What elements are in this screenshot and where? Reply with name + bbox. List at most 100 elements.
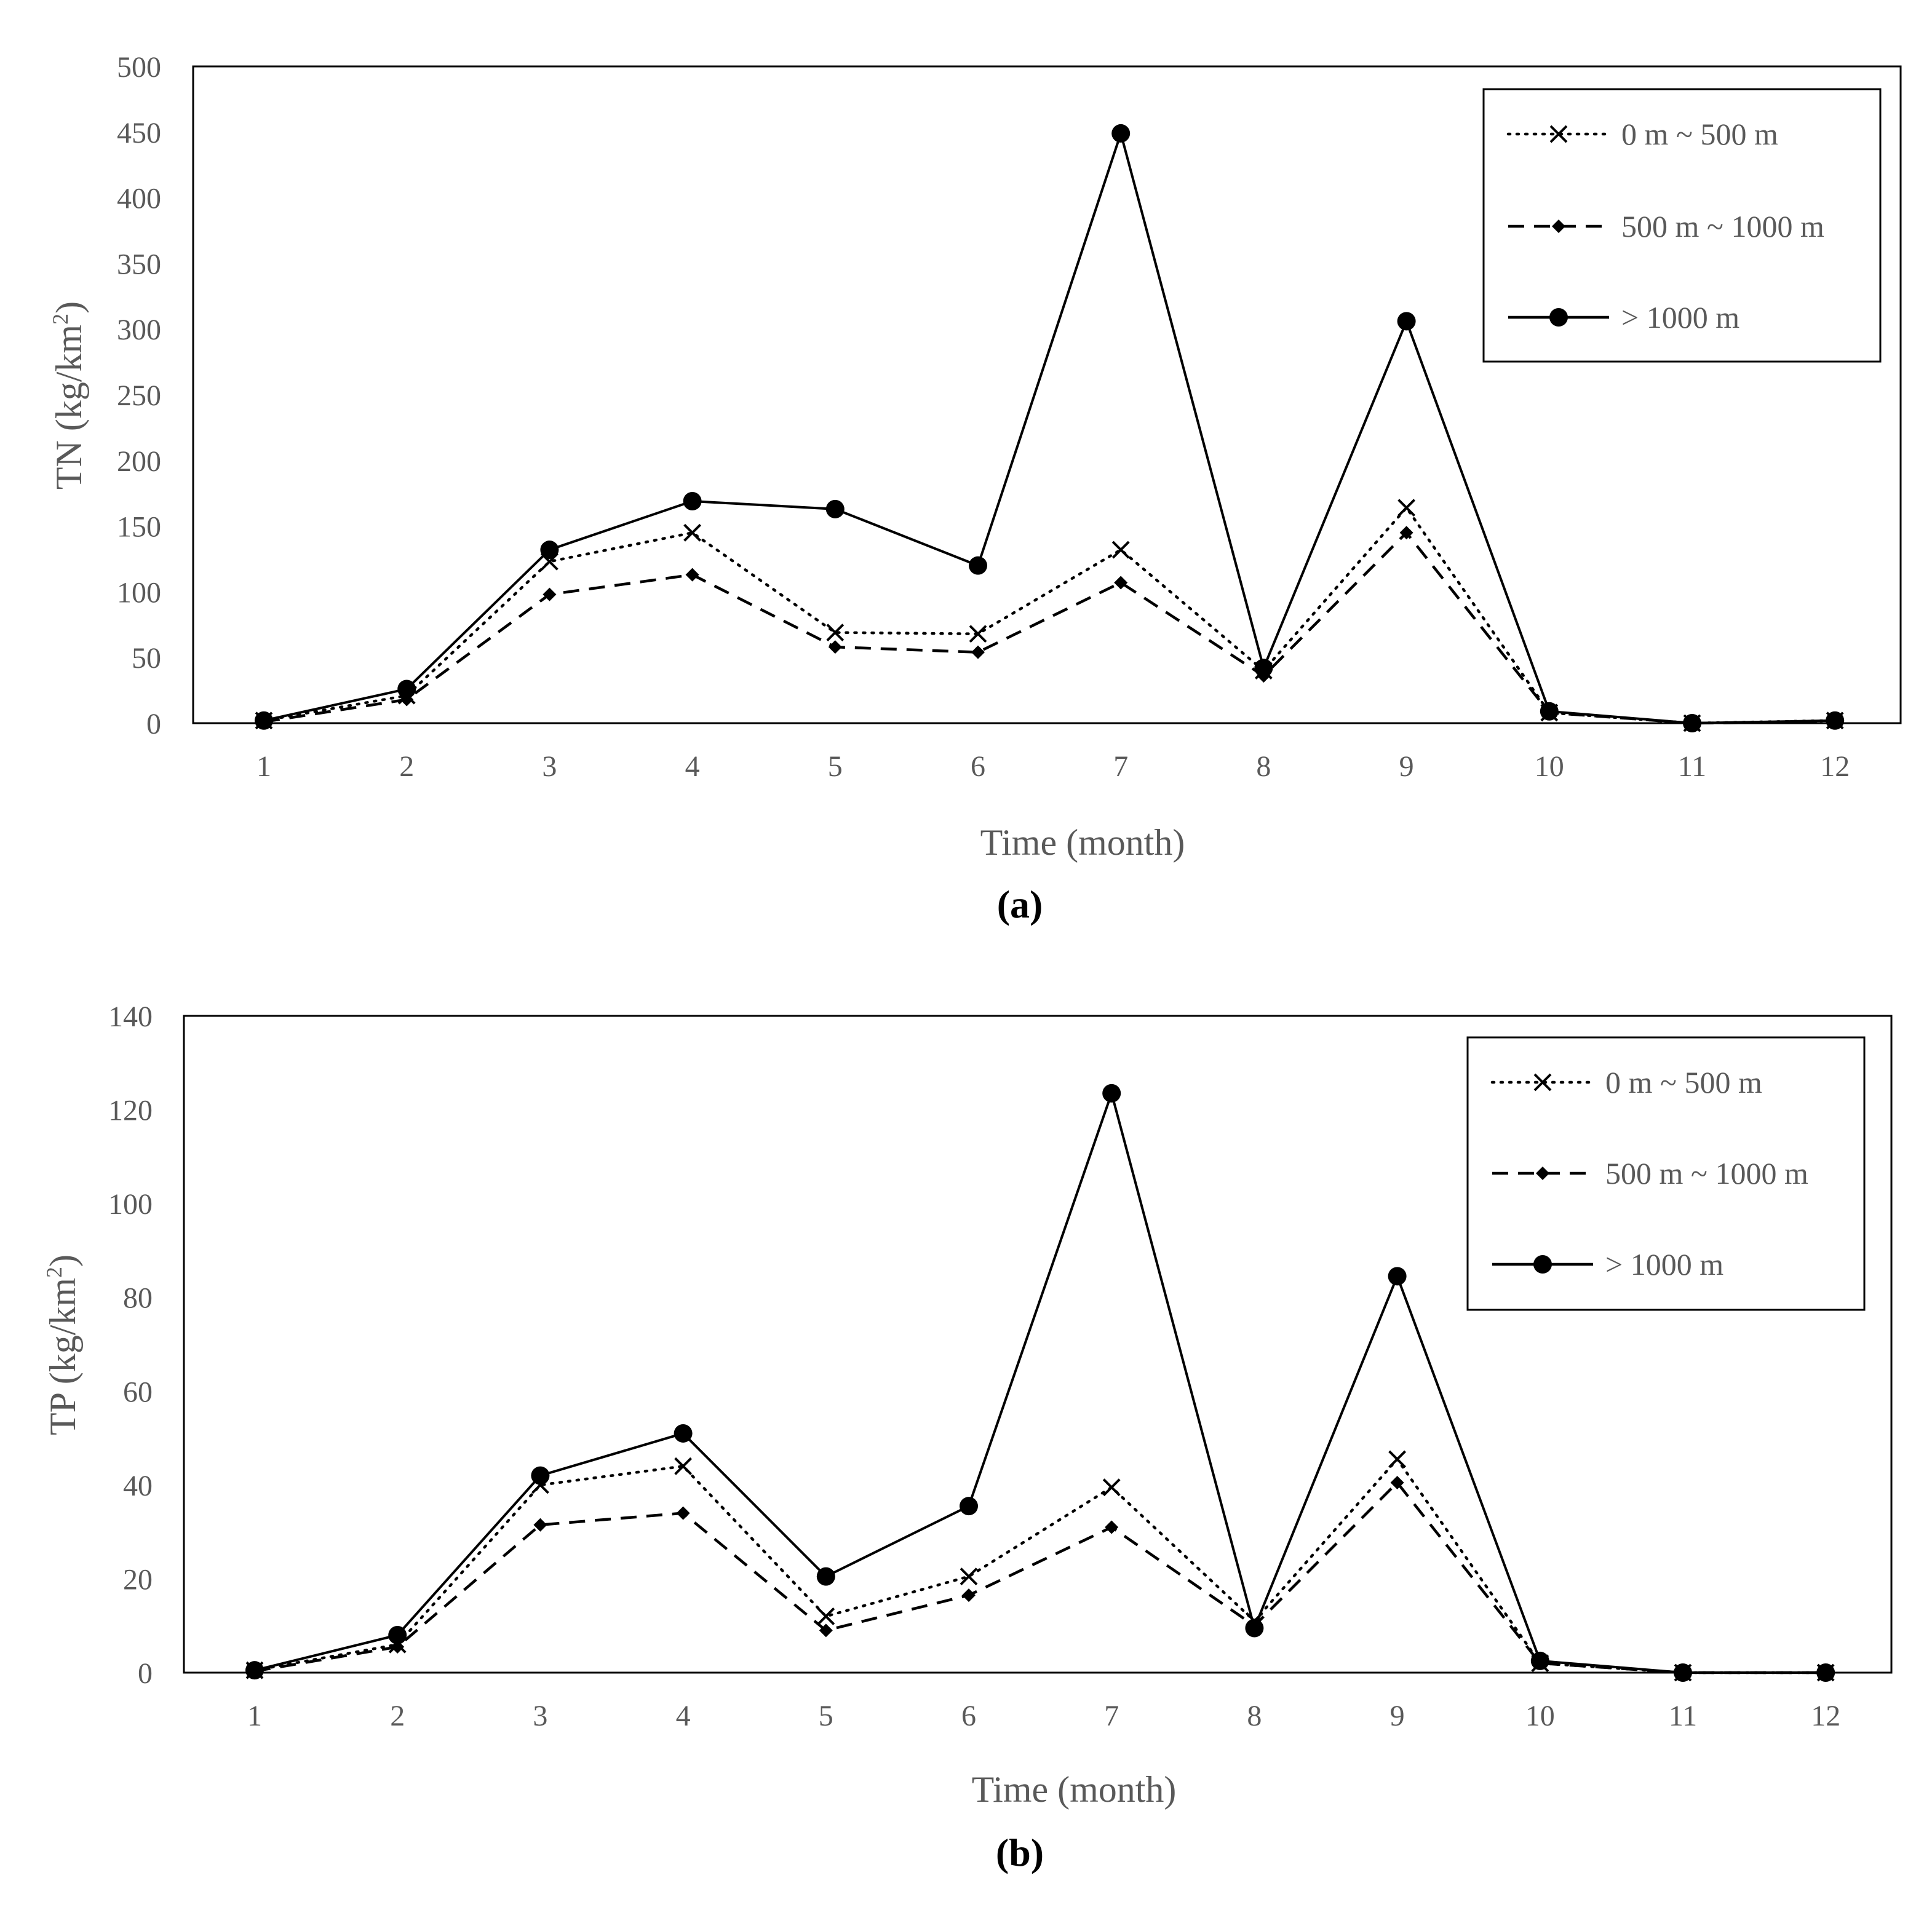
series-line bbox=[254, 1089, 1826, 1674]
y-tick-label: 120 bbox=[108, 1095, 153, 1127]
y-tick-label: 150 bbox=[117, 511, 161, 544]
x-axis-title: Time (month) bbox=[972, 1769, 1177, 1810]
x-tick-label: 7 bbox=[1113, 750, 1128, 783]
x-tick-label: 7 bbox=[1104, 1700, 1119, 1732]
data-point-marker bbox=[245, 1661, 264, 1680]
legend-entry-0-500: 0 m ~ 500 m bbox=[1506, 117, 1778, 151]
data-point-marker bbox=[1111, 541, 1130, 559]
y-tick-label: 40 bbox=[123, 1470, 153, 1502]
x-tick-label: 10 bbox=[1535, 750, 1564, 783]
data-point-marker bbox=[255, 711, 273, 730]
x-tick-label: 3 bbox=[533, 1700, 547, 1732]
y-tick-labels: 0 20 40 60 80 100 120 140 bbox=[108, 1001, 153, 1690]
data-point-marker bbox=[674, 1424, 693, 1443]
data-point-marker bbox=[397, 680, 416, 699]
data-point-marker bbox=[969, 625, 987, 643]
legend-swatch-solid-circle bbox=[1492, 1255, 1593, 1274]
data-point-marker bbox=[969, 556, 987, 575]
series-dotted bbox=[245, 1450, 1835, 1682]
x-tick-label: 8 bbox=[1256, 750, 1271, 783]
legend-marker bbox=[1552, 220, 1565, 233]
legend-swatch-dotted-x bbox=[1490, 1073, 1595, 1092]
data-point-marker bbox=[685, 568, 699, 582]
y-tick-label: 350 bbox=[117, 248, 161, 280]
y-axis-title-main: TN (kg/km bbox=[49, 325, 89, 489]
data-point-marker bbox=[1540, 702, 1559, 721]
x-tick-label: 11 bbox=[1669, 1700, 1697, 1732]
y-tick-label: 0 bbox=[138, 1657, 153, 1690]
data-point-marker bbox=[1397, 312, 1416, 331]
data-point-marker bbox=[1390, 1476, 1404, 1490]
x-tick-label: 4 bbox=[676, 1700, 691, 1732]
series-solid bbox=[255, 124, 1845, 732]
y-tick-label: 300 bbox=[117, 314, 161, 346]
y-axis-title-end: ) bbox=[49, 301, 89, 314]
legend-entry-over-1000: > 1000 m bbox=[1508, 300, 1739, 335]
data-point-marker bbox=[819, 1623, 833, 1638]
legend-swatch-dotted-x bbox=[1506, 125, 1611, 143]
series-layer bbox=[245, 1084, 1835, 1682]
data-point-marker bbox=[1388, 1450, 1407, 1468]
y-axis-title: TP (kg/km2) bbox=[42, 1254, 83, 1435]
plot-area-frame bbox=[183, 1015, 1893, 1674]
legend-label: 500 m ~ 1000 m bbox=[1621, 209, 1824, 244]
legend: 0 m ~ 500 m 500 m ~ 1000 m > 1000 m bbox=[1482, 88, 1882, 363]
legend-marker bbox=[1533, 1255, 1552, 1274]
legend-marker bbox=[1549, 125, 1568, 143]
data-point-marker bbox=[683, 492, 702, 511]
series-line bbox=[263, 129, 1835, 725]
y-tick-label: 140 bbox=[108, 1001, 153, 1033]
x-tick-label: 9 bbox=[1399, 750, 1414, 783]
data-point-marker bbox=[676, 1506, 690, 1520]
y-tick-label: 0 bbox=[146, 708, 161, 740]
y-axis-title: TN (kg/km2) bbox=[48, 301, 89, 489]
y-tick-label: 500 bbox=[117, 51, 161, 84]
data-point-marker bbox=[1254, 659, 1273, 678]
x-tick-labels: 1 2 3 4 5 6 7 8 9 10 11 12 bbox=[247, 1700, 1840, 1732]
x-tick-label: 4 bbox=[685, 750, 700, 783]
panel-label-a: (a) bbox=[997, 882, 1043, 926]
x-tick-label: 8 bbox=[1247, 1700, 1262, 1732]
data-point-marker bbox=[1816, 1663, 1835, 1682]
legend-label: 0 m ~ 500 m bbox=[1605, 1065, 1762, 1100]
x-tick-labels: 1 2 3 4 5 6 7 8 9 10 11 12 bbox=[256, 750, 1850, 783]
plot-area-frame bbox=[192, 65, 1902, 724]
y-tick-labels: 0 50 100 150 200 250 300 350 400 450 500 bbox=[117, 51, 161, 740]
y-tick-label: 60 bbox=[123, 1376, 153, 1408]
data-point-marker bbox=[825, 499, 845, 518]
y-tick-label: 400 bbox=[117, 183, 161, 215]
data-point-marker bbox=[1397, 499, 1416, 517]
legend-swatch-dashed-diamond bbox=[1508, 220, 1609, 233]
data-point-marker bbox=[531, 1466, 550, 1485]
data-point-marker bbox=[1826, 711, 1845, 730]
data-point-marker bbox=[816, 1567, 835, 1586]
y-tick-label: 20 bbox=[123, 1563, 153, 1596]
data-point-marker bbox=[1105, 1520, 1119, 1534]
y-tick-label: 50 bbox=[132, 642, 161, 675]
data-point-marker bbox=[1530, 1651, 1549, 1670]
data-point-marker bbox=[828, 640, 842, 654]
y-axis-title-end: ) bbox=[42, 1254, 83, 1267]
x-tick-label: 3 bbox=[542, 750, 557, 783]
y-tick-label: 100 bbox=[117, 576, 161, 609]
data-point-marker bbox=[674, 1457, 693, 1475]
x-tick-label: 10 bbox=[1525, 1700, 1555, 1732]
legend-entry-500-1000: 500 m ~ 1000 m bbox=[1492, 1156, 1808, 1191]
series-line bbox=[254, 1480, 1826, 1674]
y-axis-title-superscript: 2 bbox=[42, 1267, 66, 1278]
series-solid bbox=[245, 1084, 1835, 1682]
data-point-marker bbox=[962, 1588, 976, 1603]
x-tick-label: 6 bbox=[961, 1700, 976, 1732]
data-point-marker bbox=[826, 624, 845, 642]
data-point-marker bbox=[1245, 1619, 1264, 1638]
x-tick-label: 2 bbox=[399, 750, 414, 783]
x-tick-label: 2 bbox=[390, 1700, 405, 1732]
data-point-marker bbox=[683, 523, 702, 542]
data-point-marker bbox=[960, 1497, 978, 1516]
y-tick-label: 200 bbox=[117, 445, 161, 478]
series-line bbox=[263, 530, 1835, 725]
x-tick-label: 1 bbox=[256, 750, 271, 783]
x-tick-label: 6 bbox=[971, 750, 985, 783]
